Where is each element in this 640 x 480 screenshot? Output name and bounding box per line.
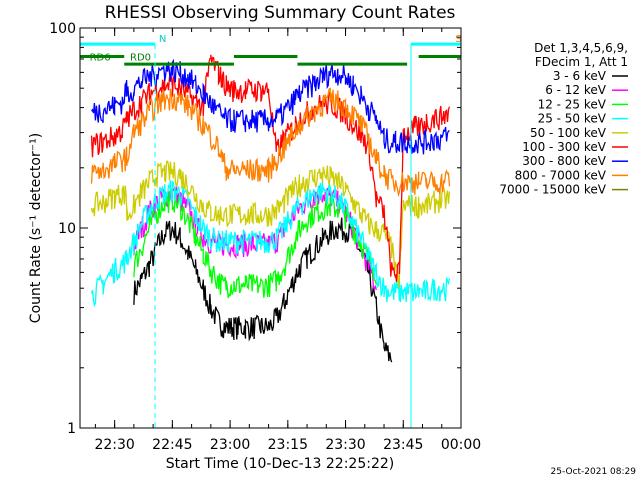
x-tick-label-5: 23:45 — [383, 437, 423, 453]
flag-label-n: N — [159, 34, 166, 45]
plot-area: RD6 RD0 N S — [80, 34, 462, 428]
legend-label-1: 6 - 12 keV — [545, 83, 607, 97]
legend-label-2: 12 - 25 keV — [538, 97, 607, 111]
legend-label-3: 25 - 50 keV — [538, 112, 607, 126]
legend-label-6: 300 - 800 keV — [522, 154, 606, 168]
legend: Det 1,3,4,5,6,9,FDecim 1, Att 13 - 6 keV… — [499, 41, 628, 197]
x-tick-label-6: 00:00 — [441, 437, 481, 453]
flag-label-rd6: RD6 — [90, 53, 111, 64]
legend-header-0: Det 1,3,4,5,6,9, — [534, 41, 628, 55]
series-group — [80, 42, 461, 428]
legend-label-4: 50 - 100 keV — [530, 126, 607, 140]
y-tick-label-1: 10 — [58, 221, 76, 237]
series-line-800-7000-kev — [90, 87, 451, 198]
y-tick-label-2: 100 — [49, 21, 76, 37]
x-tick-label-0: 22:30 — [94, 437, 134, 453]
legend-label-5: 100 - 300 keV — [522, 140, 606, 154]
x-tick-label-2: 23:00 — [210, 437, 250, 453]
y-axis: 1 10 100 — [49, 21, 461, 437]
x-tick-label-1: 22:45 — [152, 437, 192, 453]
x-tick-label-4: 23:30 — [325, 437, 365, 453]
legend-label-7: 800 - 7000 keV — [515, 168, 607, 182]
series-line-300-800-kev — [90, 58, 450, 155]
legend-header-1: FDecim 1, Att 1 — [535, 55, 628, 69]
timestamp: 25-Oct-2021 08:29 — [551, 467, 637, 477]
series-line-25-50-kev — [90, 180, 451, 308]
flag-label-s: S — [455, 34, 461, 45]
x-axis: 22:30 22:45 23:00 23:15 23:30 23:45 00:00 — [94, 28, 481, 453]
y-tick-label-0: 1 — [67, 421, 76, 437]
x-tick-label-3: 23:15 — [268, 437, 308, 453]
series-line-3-6-kev — [133, 217, 393, 363]
legend-label-0: 3 - 6 keV — [553, 69, 607, 83]
y-axis-label: Count Rate (s⁻¹ detector⁻¹) — [28, 133, 44, 323]
legend-label-8: 7000 - 15000 keV — [499, 183, 606, 197]
x-axis-label: Start Time (10-Dec-13 22:25:22) — [166, 456, 394, 472]
series-line-50-100-kev — [90, 160, 451, 288]
flag-label-rd0: RD0 — [130, 53, 151, 64]
series-line-100-300-kev — [90, 54, 451, 282]
chart-title: RHESSI Observing Summary Count Rates — [105, 3, 456, 23]
